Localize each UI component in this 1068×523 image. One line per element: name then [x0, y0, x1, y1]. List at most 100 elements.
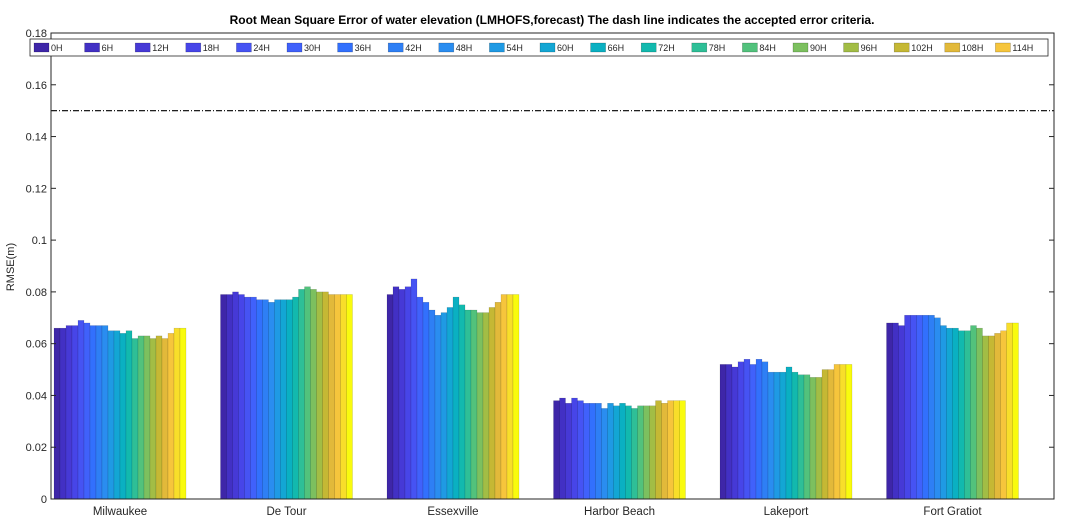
bar-de-tour-16 — [316, 291, 323, 500]
bar-de-tour-7 — [262, 299, 269, 500]
bar-fort-gratiot-17 — [988, 335, 995, 500]
bar-milwaukee-10 — [113, 330, 121, 500]
bar-fort-gratiot-18 — [994, 333, 1001, 500]
bar-fort-gratiot-10 — [946, 327, 953, 500]
bar-essexville-6 — [422, 302, 430, 500]
bar-lakeport-2 — [731, 366, 739, 500]
bar-harbor-beach-4 — [577, 400, 584, 500]
bar-milwaukee-3 — [71, 325, 79, 500]
bar-lakeport-18 — [827, 369, 835, 500]
bar-fort-gratiot-2 — [898, 325, 905, 500]
y-tick-label: 0.1 — [32, 235, 47, 247]
bar-de-tour-12 — [292, 296, 299, 500]
legend-swatch — [691, 42, 708, 53]
x-tick-label: Fort Gratiot — [923, 506, 982, 518]
bar-lakeport-16 — [815, 377, 823, 500]
y-tick-label: 0.08 — [26, 287, 47, 299]
legend-label: 48H — [456, 43, 473, 53]
bar-de-tour-1 — [226, 294, 233, 500]
bar-essexville-10 — [446, 307, 454, 500]
bar-de-tour-19 — [334, 294, 341, 500]
bar-essexville-13 — [464, 309, 472, 500]
bar-milwaukee-7 — [95, 325, 103, 500]
legend-swatch — [742, 42, 758, 53]
bar-essexville-9 — [440, 312, 448, 500]
bar-essexville-7 — [428, 309, 436, 500]
bar-lakeport-12 — [791, 371, 799, 500]
legend-swatch — [893, 42, 910, 53]
legend-swatch — [33, 42, 50, 53]
bar-harbor-beach-1 — [559, 397, 566, 500]
bar-de-tour-3 — [238, 294, 245, 500]
bar-fort-gratiot-15 — [976, 327, 983, 500]
bar-harbor-beach-18 — [661, 403, 668, 500]
bar-milwaukee-8 — [101, 325, 109, 500]
legend-label: 108H — [962, 43, 984, 53]
legend-swatch — [134, 42, 151, 53]
axes-box — [50, 32, 1055, 500]
legend-label: 36H — [355, 43, 372, 53]
legend-label: 0H — [51, 43, 63, 53]
legend-swatch — [640, 42, 657, 53]
bar-fort-gratiot-8 — [934, 317, 941, 500]
bar-fort-gratiot-19 — [1000, 330, 1007, 500]
bar-essexville-3 — [404, 286, 412, 500]
bar-harbor-beach-9 — [607, 403, 614, 500]
y-tick-label: 0.14 — [26, 132, 47, 144]
y-tick-label: 0.16 — [26, 80, 47, 92]
bar-milwaukee-15 — [143, 335, 151, 500]
x-tick-label: Lakeport — [764, 506, 810, 518]
bar-essexville-20 — [506, 294, 514, 500]
bar-fort-gratiot-0 — [886, 322, 893, 500]
bar-de-tour-14 — [304, 286, 311, 500]
bar-harbor-beach-17 — [655, 400, 662, 500]
bar-milwaukee-12 — [125, 330, 133, 500]
bar-de-tour-15 — [310, 289, 317, 500]
bar-lakeport-11 — [785, 366, 793, 500]
bar-milwaukee-13 — [131, 338, 139, 500]
bar-fort-gratiot-12 — [958, 330, 965, 500]
bar-milwaukee-11 — [119, 333, 127, 500]
bar-lakeport-10 — [779, 371, 787, 500]
legend-swatch — [590, 42, 606, 53]
y-tick-label: 0.02 — [26, 442, 47, 454]
bar-de-tour-11 — [286, 299, 293, 500]
x-tick-label: Milwaukee — [93, 506, 147, 518]
legend-label: 42H — [405, 43, 422, 53]
bar-milwaukee-20 — [173, 327, 181, 500]
legend-label: 84H — [759, 43, 776, 53]
bar-milwaukee-4 — [77, 320, 85, 500]
bar-de-tour-17 — [322, 291, 329, 500]
legend-swatch — [236, 42, 252, 53]
legend-swatch — [387, 42, 404, 53]
bar-harbor-beach-14 — [637, 405, 644, 500]
bar-de-tour-21 — [346, 294, 353, 500]
bar-fort-gratiot-16 — [982, 335, 989, 500]
bar-essexville-19 — [500, 294, 508, 500]
legend-swatch — [286, 42, 303, 53]
bar-harbor-beach-21 — [679, 400, 686, 500]
bar-essexville-4 — [410, 278, 418, 500]
legend-label: 114H — [1012, 43, 1033, 53]
bar-essexville-1 — [392, 286, 400, 500]
chart-title: Root Mean Square Error of water elevatio… — [230, 13, 875, 27]
bar-de-tour-0 — [220, 294, 227, 500]
legend-swatch — [185, 42, 202, 53]
bar-essexville-14 — [470, 309, 478, 500]
bar-harbor-beach-3 — [571, 397, 578, 500]
legend-label: 90H — [810, 43, 827, 53]
bar-essexville-17 — [488, 307, 496, 500]
legend-swatch — [438, 42, 455, 53]
bar-lakeport-3 — [737, 361, 745, 500]
bar-fort-gratiot-6 — [922, 314, 929, 500]
bar-fort-gratiot-5 — [916, 314, 923, 500]
bar-essexville-12 — [458, 304, 466, 500]
bar-essexville-8 — [434, 314, 442, 500]
bar-milwaukee-0 — [53, 327, 61, 500]
bar-de-tour-10 — [280, 299, 287, 500]
y-tick-label: 0.06 — [26, 339, 47, 351]
bar-lakeport-21 — [845, 364, 853, 500]
bar-harbor-beach-20 — [673, 400, 680, 500]
